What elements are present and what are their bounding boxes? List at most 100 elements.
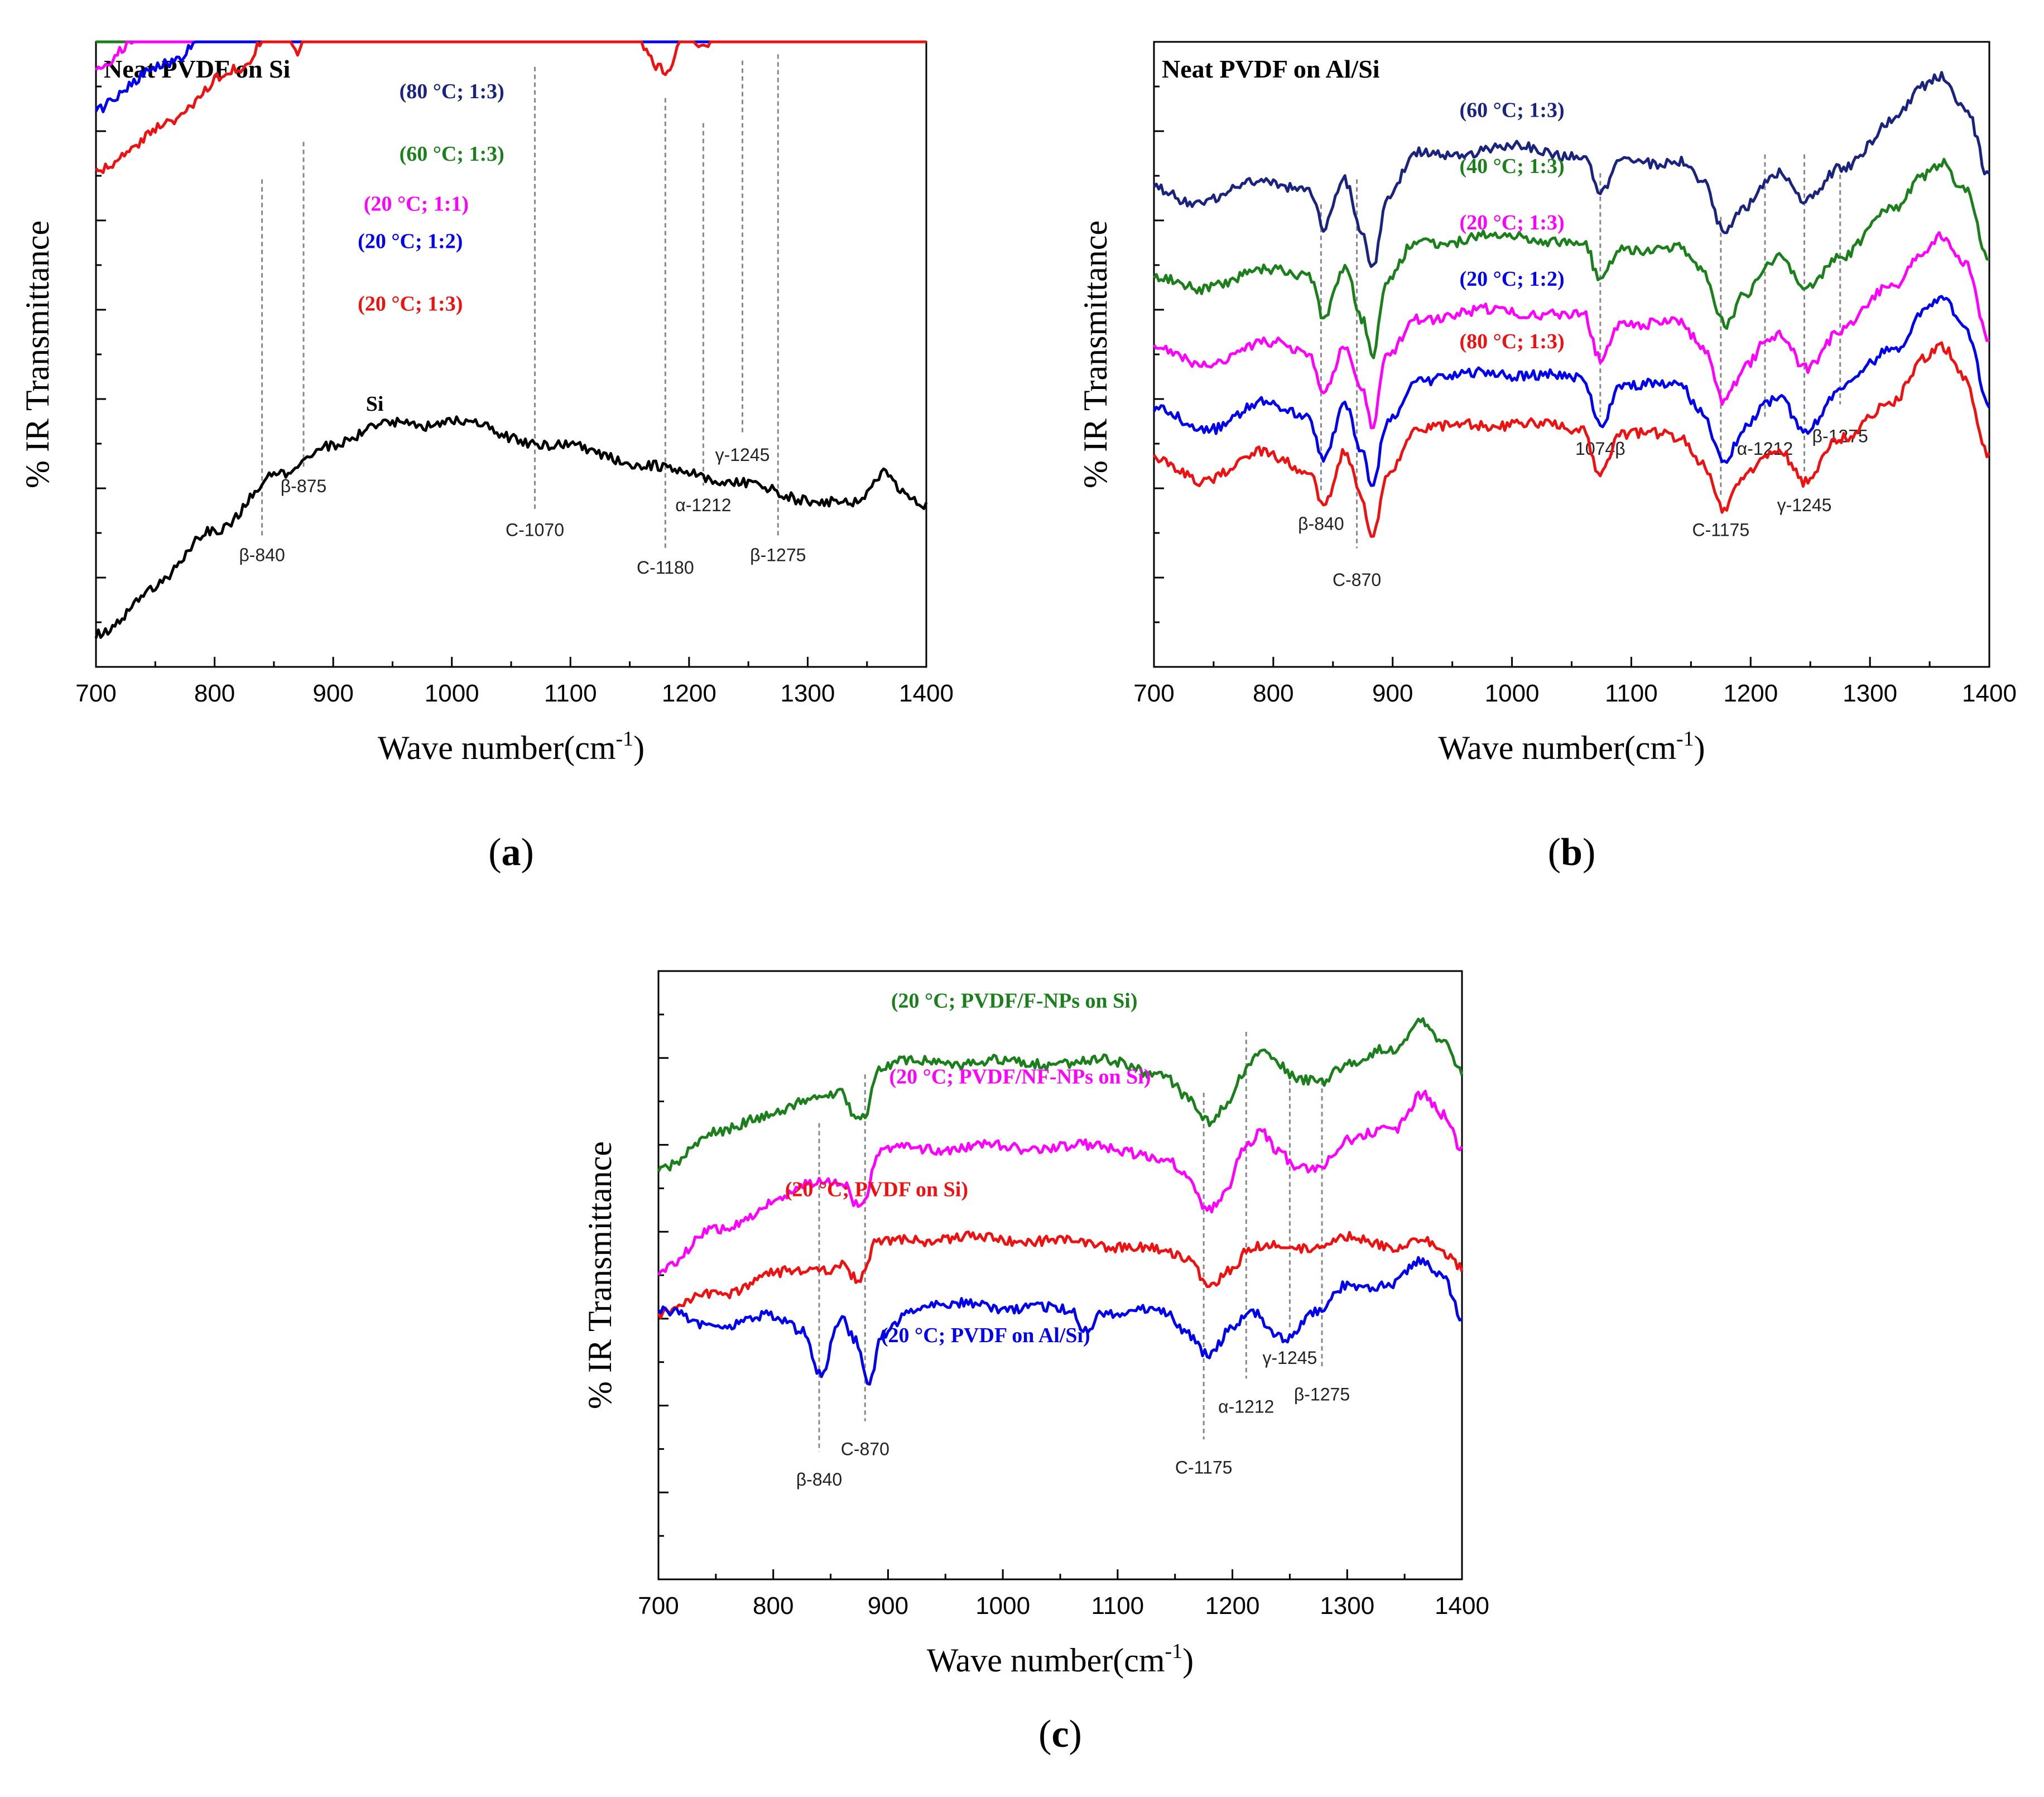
panel-title-a: Neat PVDF on Si	[104, 55, 291, 83]
peak-label-a: C-1180	[637, 558, 694, 578]
caption-letter: b	[1561, 831, 1583, 874]
series-label-a-0: (80 °C; 1:3)	[400, 80, 504, 103]
caption-close-paren: )	[1069, 1713, 1082, 1756]
panel-a-chart: 700 800 900 1000 1100 1200 1300 1400 Wave number…	[19, 40, 954, 874]
series-label-a-5: Si	[366, 392, 384, 416]
caption-open-paren: (	[1038, 1713, 1051, 1756]
y-axis-title-b: % IR Transmittance	[1077, 220, 1114, 488]
series-label-a-4: (20 °C; 1:3)	[358, 292, 463, 316]
series-line-b-3	[1152, 295, 1991, 487]
panel-caption-b: (b)	[1548, 831, 1596, 874]
x-tick-label-a: 1200	[662, 680, 716, 707]
peak-label-a: C-1070	[506, 520, 564, 540]
x-tick-label-c: 900	[868, 1592, 908, 1620]
x-tick-label-b: 1100	[1605, 680, 1658, 707]
x-tick-label-b: 1300	[1843, 680, 1897, 707]
series-label-b-1: (40 °C; 1:3)	[1459, 155, 1564, 178]
series-label-c-0: (20 °C; PVDF/F-NPs on Si)	[891, 989, 1138, 1012]
x-tick-label-a: 1400	[899, 680, 954, 707]
x-tick-label-c: 700	[638, 1592, 679, 1620]
x-axis-title-a: Wave number(cm-1)	[378, 727, 645, 766]
peak-label-b: C-1175	[1692, 520, 1750, 540]
panel-b-chart: 700 800 900 1000 1100 1200 1300 1400 Wave number…	[1077, 41, 2017, 874]
peak-label-c: β-840	[796, 1469, 842, 1490]
series-line-b-4	[1152, 341, 1991, 538]
peak-label-a: γ-1245	[715, 445, 770, 465]
peak-label-a: β-840	[239, 545, 285, 565]
panel-c-chart: 700 800 900 1000 1100 1200 1300 1400 Wave number…	[581, 970, 1489, 1756]
series-label-b-4: (80 °C; 1:3)	[1459, 330, 1564, 353]
series-label-b-2: (20 °C; 1:3)	[1459, 211, 1564, 234]
series-line-b-1	[1152, 157, 1990, 359]
x-tick-label-c: 1200	[1205, 1592, 1260, 1620]
plot-frame-b	[1153, 41, 1990, 668]
x-tick-label-b: 900	[1372, 680, 1413, 707]
panel-caption-a: (a)	[488, 831, 534, 874]
series-label-c-2: (20 °C; PVDF on Si)	[785, 1178, 968, 1201]
series-line-c-2	[657, 1230, 1464, 1319]
x-tick-label-c: 1000	[975, 1592, 1030, 1620]
peak-label-b: 1074β	[1575, 439, 1625, 459]
panel-caption-c: (c)	[1038, 1713, 1082, 1756]
peak-label-c: α-1212	[1218, 1396, 1274, 1416]
x-axis-title-c: Wave number(cm-1)	[927, 1640, 1194, 1679]
peak-label-a: α-1212	[675, 495, 731, 515]
x-axis-title-end: )	[1694, 729, 1705, 766]
series-line-c-3	[657, 1256, 1463, 1386]
x-tick-label-b: 1400	[1962, 680, 2017, 707]
peak-label-c: C-1175	[1175, 1457, 1233, 1477]
caption-close-paren: )	[1583, 831, 1595, 874]
peak-label-b: γ-1245	[1777, 495, 1832, 515]
peak-label-b: C-870	[1333, 570, 1381, 590]
x-tick-label-c: 800	[753, 1592, 793, 1620]
caption-open-paren: (	[1548, 831, 1561, 874]
peak-label-c: C-870	[841, 1439, 889, 1459]
y-axis-title-a: % IR Transmittance	[19, 220, 56, 488]
panel-title-b: Neat PVDF on Al/Si	[1162, 55, 1380, 83]
x-axis-title-b: Wave number(cm-1)	[1438, 727, 1705, 766]
x-tick-label-a: 900	[312, 680, 353, 707]
caption-letter: c	[1051, 1713, 1069, 1756]
series-line-c-0	[657, 1017, 1464, 1173]
x-tick-label-b: 1000	[1485, 680, 1540, 707]
x-tick-label-c: 1300	[1320, 1592, 1374, 1620]
x-tick-label-b: 800	[1253, 680, 1293, 707]
x-tick-label-a: 700	[75, 680, 116, 707]
x-tick-label-a: 1000	[425, 680, 479, 707]
plot-frame-a	[95, 41, 927, 668]
series-label-a-1: (60 °C; 1:3)	[400, 142, 504, 166]
x-axis-title-sup: -1	[616, 727, 634, 751]
series-line-c-1	[657, 1089, 1464, 1276]
peak-label-a: β-1275	[750, 545, 806, 565]
y-axis-title-c: % IR Transmittance	[581, 1141, 618, 1409]
peak-label-c: β-1275	[1294, 1385, 1350, 1405]
x-axis-title-end: )	[633, 729, 645, 766]
series-label-a-2: (20 °C; 1:1)	[364, 192, 469, 215]
x-tick-label-b: 1200	[1723, 680, 1778, 707]
x-tick-label-c: 1100	[1091, 1592, 1144, 1620]
x-tick-label-a: 1100	[544, 680, 597, 707]
x-tick-label-c: 1400	[1435, 1592, 1489, 1620]
series-line-b-0	[1153, 71, 1990, 268]
x-axis-title-sup: -1	[1676, 727, 1694, 751]
caption-letter: a	[502, 831, 521, 874]
series-label-b-0: (60 °C; 1:3)	[1459, 98, 1564, 122]
x-tick-label-b: 700	[1133, 680, 1174, 707]
x-axis-title-sup: -1	[1165, 1640, 1183, 1663]
series-label-c-3: (20 °C; PVDF on Al/Si)	[881, 1324, 1090, 1347]
x-tick-label-a: 800	[194, 680, 235, 707]
x-axis-title-main: Wave number(cm	[378, 729, 616, 766]
series-label-b-3: (20 °C; 1:2)	[1459, 267, 1564, 291]
x-tick-label-a: 1300	[780, 680, 835, 707]
caption-open-paren: (	[488, 831, 501, 874]
peak-label-a: β-875	[281, 476, 326, 496]
caption-close-paren: )	[521, 831, 534, 874]
series-line-a-5	[94, 415, 928, 639]
x-axis-title-main: Wave number(cm	[927, 1642, 1165, 1679]
series-label-c-1: (20 °C; PVDF/NF-NPs on Si)	[889, 1065, 1151, 1089]
series-label-a-3: (20 °C; 1:2)	[358, 230, 463, 253]
series-line-b-2	[1153, 231, 1990, 429]
series-line-a-4	[95, 40, 926, 174]
peak-label-c: γ-1245	[1263, 1348, 1317, 1368]
